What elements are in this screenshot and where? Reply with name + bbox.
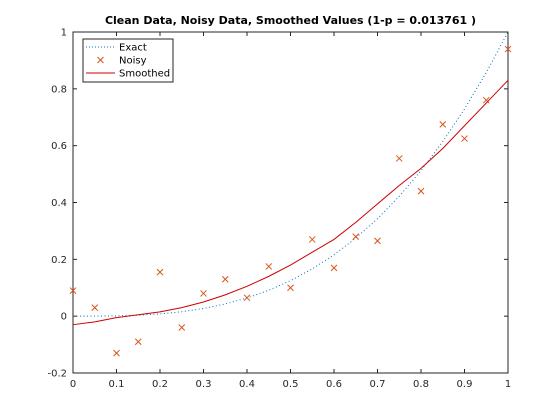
x-tick-label: 1 <box>505 379 511 390</box>
data-point-noisy <box>200 290 207 297</box>
data-point-noisy <box>69 287 77 294</box>
y-tick-label: 1 <box>61 28 67 39</box>
y-tick-label: 0.8 <box>51 84 67 95</box>
data-point-noisy <box>482 96 490 104</box>
data-point-noisy <box>308 236 316 243</box>
data-point-noisy <box>330 264 338 272</box>
data-point-noisy <box>243 294 251 302</box>
series-layer <box>69 31 512 357</box>
x-axis-ticks: 0 0.1 0.2 0.3 0.4 0.5 0.6 0.7 0.8 0.9 1 <box>70 32 511 390</box>
x-tick-label: 0.2 <box>152 379 168 390</box>
legend-label-exact: Exact <box>119 43 147 54</box>
series-line-smoothed <box>72 79 509 326</box>
y-tick-label: 0 <box>61 312 67 323</box>
x-tick-label: 0.8 <box>413 379 429 390</box>
x-tick-label: 0.1 <box>109 379 125 390</box>
y-tick-label: 0.6 <box>51 141 67 152</box>
data-point-noisy <box>221 275 229 283</box>
x-tick-label: 0 <box>70 379 76 390</box>
x-tick-label: 0.3 <box>196 379 212 390</box>
plot-area <box>72 31 509 374</box>
data-point-noisy <box>113 349 120 357</box>
data-point-noisy <box>287 284 294 292</box>
y-tick-label: 0.4 <box>51 198 67 209</box>
legend-label-smoothed: Smoothed <box>119 69 170 80</box>
data-point-noisy <box>504 45 512 53</box>
data-point-noisy <box>417 187 425 195</box>
chart-title: Clean Data, Noisy Data, Smoothed Values … <box>105 14 476 27</box>
legend-box <box>82 38 174 83</box>
data-point-noisy <box>352 233 360 240</box>
x-tick-label: 0.4 <box>239 379 255 390</box>
data-point-noisy <box>265 263 273 270</box>
x-tick-label: 0.7 <box>370 379 386 390</box>
data-point-noisy <box>156 268 164 276</box>
y-tick-label: -0.2 <box>47 369 67 380</box>
data-point-noisy <box>178 324 186 331</box>
x-tick-label: 0.5 <box>283 379 299 390</box>
data-point-noisy <box>91 304 99 311</box>
x-tick-label: 0.6 <box>326 379 342 390</box>
legend-noisy-sample <box>97 56 104 64</box>
data-point-noisy <box>461 135 468 142</box>
series-noisy <box>69 45 512 357</box>
data-point-noisy <box>395 155 403 162</box>
legend-noisy-marker <box>97 56 104 64</box>
x-tick-label: 0.9 <box>457 379 473 390</box>
data-point-noisy <box>134 338 142 346</box>
data-point-noisy <box>439 121 447 128</box>
data-point-noisy <box>374 237 381 245</box>
y-tick-label: 0.2 <box>51 255 67 266</box>
legend-label-noisy: Noisy <box>119 56 147 67</box>
legend: Exact Noisy Smoothed <box>82 38 174 83</box>
y-axis-ticks: -0.2 0 0.2 0.4 0.6 0.8 1 <box>47 28 508 380</box>
